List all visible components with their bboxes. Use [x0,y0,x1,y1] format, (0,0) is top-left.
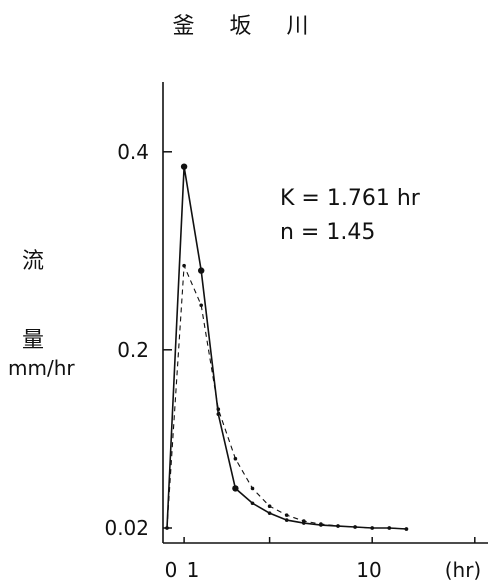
y-axis-unit: mm/hr [8,356,75,380]
observed-point [180,163,188,170]
y-tick-label: 0.02 [104,516,149,540]
y-axis-label-line1: 流 [22,249,45,274]
simulated-point [336,524,340,528]
simulated-point [165,526,169,530]
annotation-k: K = 1.761 hr [280,186,420,211]
observed-point [198,267,205,274]
chart-title: 釜 坂 川 [172,14,323,39]
observed-point [232,485,239,492]
simulated-point [404,527,409,531]
simulated-point [319,522,323,526]
simulated-point [284,513,289,517]
observed-point [267,511,272,515]
simulated-point [302,519,306,523]
x-tick-label: 1 [187,558,200,582]
simulated-point [233,456,238,461]
annotation-n: n = 1.45 [280,220,376,245]
x-tick-label: 0 [165,558,178,582]
simulated-point [267,504,272,509]
simulated-point [250,486,255,491]
x-tick-label: 10 [356,558,381,582]
observed-point [250,501,255,506]
y-tick-label: 0.2 [117,338,149,362]
x-axis-unit: (hr) [445,558,482,582]
simulated-point [370,526,375,530]
simulated-point [216,407,221,412]
simulated-point [182,263,186,268]
y-axis-label-line2: 量 [22,328,45,353]
simulated-point [199,303,203,308]
simulated-point [387,526,392,530]
simulated-point [353,525,357,529]
y-tick-label: 0.4 [117,140,149,164]
observed-point [284,518,289,522]
